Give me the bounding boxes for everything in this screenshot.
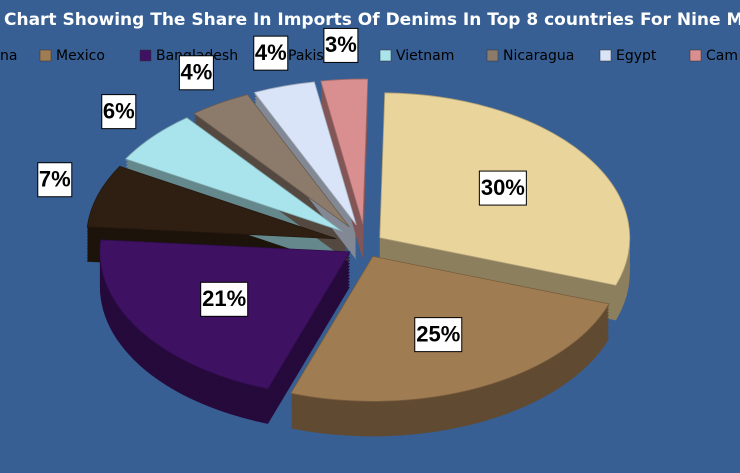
value-label: 21% (202, 286, 246, 311)
value-label-box (178, 55, 214, 91)
value-label-box (200, 281, 249, 317)
value-label: 4% (180, 60, 212, 85)
legend-label: Egypt (616, 48, 657, 64)
value-label: 3% (325, 32, 357, 57)
chart-title: Chart Showing The Share In Imports Of De… (4, 10, 740, 30)
legend-label: na (0, 48, 17, 64)
slice (124, 117, 343, 232)
value-label-box (414, 317, 463, 353)
value-label-box (323, 27, 359, 63)
value-label-box (37, 162, 73, 198)
legend-swatch (486, 49, 499, 62)
legend-label: Cam (706, 48, 738, 64)
legend-label: Nicaragua (503, 48, 574, 64)
legend-label: Mexico (56, 48, 105, 64)
legend-swatch (599, 49, 612, 62)
slice (193, 94, 350, 228)
value-label: 25% (416, 321, 460, 346)
legend-swatch (379, 49, 392, 62)
value-label: 4% (255, 40, 287, 65)
slice (320, 78, 369, 225)
slice (86, 165, 337, 240)
value-label-box (478, 170, 527, 206)
value-label: 6% (103, 98, 135, 123)
value-label: 7% (39, 167, 71, 192)
legend-swatch (139, 49, 152, 62)
value-label: 30% (481, 175, 525, 200)
slice (253, 81, 357, 226)
value-label-box (253, 35, 289, 71)
legend-label: Vietnam (396, 48, 454, 64)
value-label-box (101, 94, 137, 130)
legend-swatch (689, 49, 702, 62)
legend-swatch (39, 49, 52, 62)
